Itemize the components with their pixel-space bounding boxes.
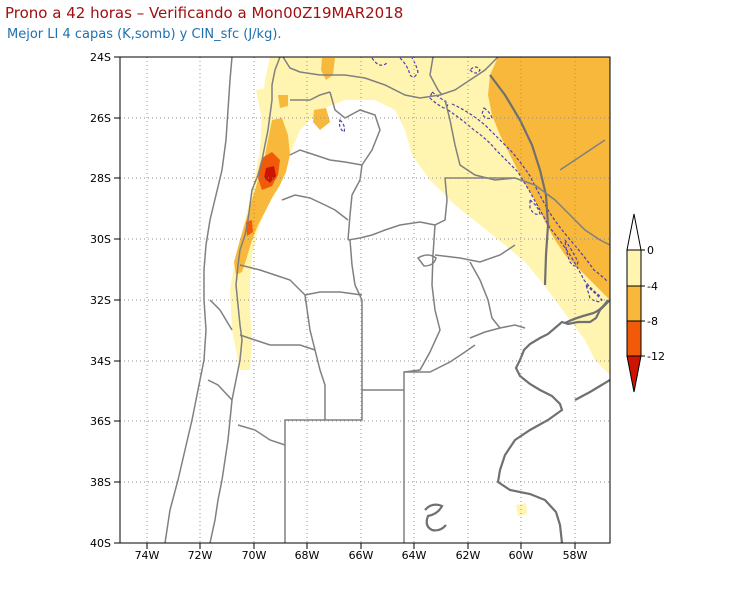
axis-ticks: [114, 56, 576, 549]
li-shade-orange-west-patch: [278, 95, 288, 108]
lat-label: 32S: [90, 294, 111, 307]
colorbar-box-minus8-to-minus12: [626, 320, 642, 357]
colorbar-label: -8: [647, 315, 658, 328]
latitude-labels: 24S 26S 28S 30S 32S 34S 36S 38S 40S: [90, 51, 111, 550]
lat-label: 26S: [90, 112, 111, 125]
li-shade-orange-north-mid: [313, 108, 330, 130]
colorbar-label: 0: [647, 244, 654, 257]
lat-label: 38S: [90, 476, 111, 489]
lat-label: 24S: [90, 51, 111, 64]
lon-label: 58W: [563, 549, 588, 562]
longitude-labels: 74W 72W 70W 68W 66W 64W 62W 60W 58W: [135, 549, 588, 562]
lon-label: 64W: [402, 549, 427, 562]
lat-label: 40S: [90, 537, 111, 550]
lon-label: 66W: [349, 549, 374, 562]
li-shade-red-core: [264, 166, 276, 183]
colorbar-box-0-to-minus4: [626, 249, 642, 287]
lon-label: 74W: [135, 549, 160, 562]
colorbar: 0 -4 -8 -12: [626, 213, 665, 393]
lat-label: 36S: [90, 415, 111, 428]
lon-label: 62W: [456, 549, 481, 562]
lon-label: 72W: [188, 549, 213, 562]
chart-title: Prono a 42 horas – Verificando a Mon00Z1…: [5, 4, 404, 22]
graticule: [120, 57, 610, 543]
coastline: [424, 74, 610, 543]
lat-label: 28S: [90, 172, 111, 185]
lon-label: 70W: [242, 549, 267, 562]
colorbar-top-triangle: [626, 213, 642, 251]
lon-label: 60W: [509, 549, 534, 562]
lon-label: 68W: [295, 549, 320, 562]
li-shade-pale-west-strip: [256, 88, 268, 120]
lat-label: 34S: [90, 355, 111, 368]
lat-label: 30S: [90, 233, 111, 246]
political-borders: [164, 57, 610, 543]
colorbar-label: -4: [647, 280, 658, 293]
colorbar-label: -12: [647, 350, 665, 363]
colorbar-bottom-triangle: [626, 355, 642, 393]
chart-subtitle: Mejor LI 4 capas (K,somb) y CIN_sfc (J/k…: [7, 27, 282, 42]
colorbar-box-minus4-to-minus8: [626, 285, 642, 322]
